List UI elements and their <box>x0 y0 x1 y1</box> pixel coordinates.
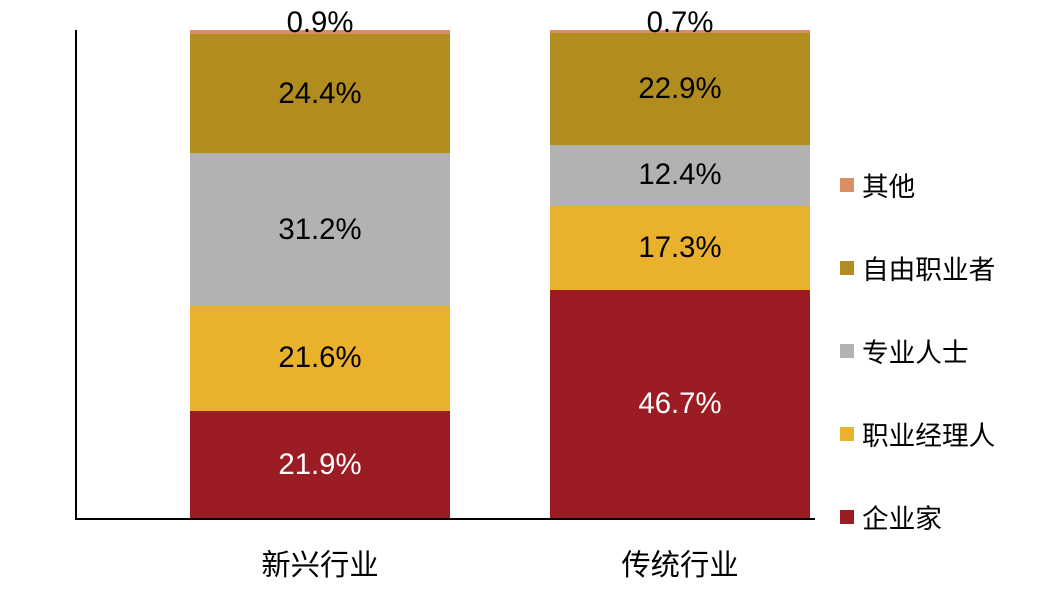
bar-segment: 31.2% <box>190 153 450 305</box>
legend: 其他自由职业者专业人士职业经理人企业家 <box>840 165 995 536</box>
bar-segment: 21.9% <box>190 411 450 518</box>
bar: 46.7%17.3%12.4%22.9%0.7% <box>550 30 810 518</box>
legend-swatch <box>840 510 854 524</box>
legend-item: 专业人士 <box>840 331 995 370</box>
legend-label: 专业人士 <box>862 331 969 370</box>
plot-area: 21.9%21.6%31.2%24.4%0.9%新兴行业46.7%17.3%12… <box>75 30 815 520</box>
legend-label: 企业家 <box>862 497 942 536</box>
data-label: 31.2% <box>190 213 450 247</box>
data-label: 22.9% <box>550 72 810 106</box>
legend-swatch <box>840 344 854 358</box>
legend-label: 其他 <box>862 165 915 204</box>
data-label: 17.3% <box>550 231 810 265</box>
data-label: 24.4% <box>190 77 450 111</box>
x-axis <box>75 518 815 520</box>
bar-segment: 24.4% <box>190 34 450 153</box>
legend-item: 职业经理人 <box>840 414 995 453</box>
bar-segment: 22.9% <box>550 33 810 145</box>
legend-label: 职业经理人 <box>862 414 995 453</box>
category-label: 传统行业 <box>550 542 810 584</box>
legend-label: 自由职业者 <box>862 248 995 287</box>
y-axis <box>75 30 77 520</box>
data-label: 21.6% <box>190 341 450 375</box>
stacked-bar-chart: 21.9%21.6%31.2%24.4%0.9%新兴行业46.7%17.3%12… <box>0 0 1048 607</box>
bar-segment: 12.4% <box>550 145 810 206</box>
bar-segment: 46.7% <box>550 290 810 518</box>
bar-segment: 17.3% <box>550 206 810 290</box>
legend-item: 自由职业者 <box>840 248 995 287</box>
bar: 21.9%21.6%31.2%24.4%0.9% <box>190 30 450 518</box>
bar-segment: 21.6% <box>190 306 450 411</box>
legend-item: 其他 <box>840 165 995 204</box>
data-label: 46.7% <box>550 387 810 421</box>
legend-item: 企业家 <box>840 497 995 536</box>
category-label: 新兴行业 <box>190 542 450 584</box>
data-label: 21.9% <box>190 448 450 482</box>
legend-swatch <box>840 427 854 441</box>
legend-swatch <box>840 178 854 192</box>
data-label: 12.4% <box>550 158 810 192</box>
legend-swatch <box>840 261 854 275</box>
